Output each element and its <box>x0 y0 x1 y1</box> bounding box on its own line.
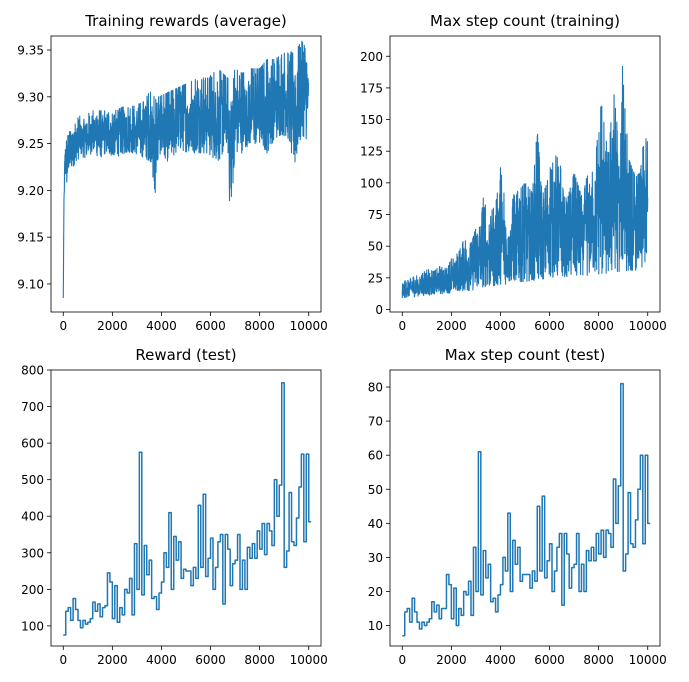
y-tick-label: 40 <box>368 517 383 531</box>
y-tick-label: 9.35 <box>17 44 44 58</box>
x-tick-label: 2000 <box>436 319 467 333</box>
y-tick-label: 75 <box>368 208 383 222</box>
y-tick-label: 9.25 <box>17 137 44 151</box>
y-tick-label: 9.20 <box>17 184 44 198</box>
series-line <box>401 65 649 299</box>
x-tick-label: 10000 <box>290 653 328 667</box>
chart-title: Max step count (training) <box>430 12 620 30</box>
y-tick-label: 9.30 <box>17 90 44 104</box>
y-tick-label: 200 <box>360 50 383 64</box>
x-tick-label: 0 <box>398 653 406 667</box>
axes-frame <box>50 369 322 647</box>
chart-title: Training rewards (average) <box>84 12 287 30</box>
x-tick-label: 10000 <box>629 319 667 333</box>
chart-title: Max step count (test) <box>445 346 606 364</box>
y-tick-label: 70 <box>368 415 383 429</box>
y-tick-label: 100 <box>360 176 383 190</box>
x-tick-label: 6000 <box>195 319 226 333</box>
x-tick-label: 2000 <box>436 653 467 667</box>
x-tick-label: 8000 <box>244 319 275 333</box>
series-line <box>62 40 310 298</box>
y-tick-label: 80 <box>368 381 383 395</box>
y-tick-label: 400 <box>21 510 44 524</box>
axes-frame <box>389 35 661 313</box>
chart-max-step-test: Max step count (test) 0 2000 4000 6000 8000 10… <box>368 346 667 667</box>
y-tick-label: 25 <box>368 271 383 285</box>
y-tick-label: 30 <box>368 551 383 565</box>
y-tick-label: 50 <box>368 240 383 254</box>
x-tick-label: 0 <box>59 653 67 667</box>
x-tick-label: 0 <box>59 319 67 333</box>
y-tick-label: 500 <box>21 473 44 487</box>
y-tick-label: 150 <box>360 113 383 127</box>
y-tick-label: 9.15 <box>17 231 44 245</box>
x-tick-label: 2000 <box>97 319 128 333</box>
x-tick-label: 6000 <box>534 653 565 667</box>
chart-reward-test: Reward (test) 0 2000 4000 6000 8000 10000 100 20… <box>21 346 328 667</box>
chart-max-step-training: Max step count (training)0 2000 4000 6000 80… <box>360 12 667 333</box>
x-tick-label: 0 <box>398 319 406 333</box>
y-tick-label: 60 <box>368 449 383 463</box>
x-tick-label: 10000 <box>629 653 667 667</box>
x-tick-label: 4000 <box>146 319 177 333</box>
x-tick-label: 8000 <box>583 653 614 667</box>
chart-training-rewards: Training rewards (average) 0 2000 4000 6000 8… <box>17 12 328 333</box>
y-tick-label: 600 <box>21 437 44 451</box>
axes-frame <box>50 35 322 313</box>
y-tick-label: 10 <box>368 619 383 633</box>
y-tick-label: 800 <box>21 364 44 378</box>
y-tick-label: 125 <box>360 145 383 159</box>
x-tick-label: 4000 <box>485 653 516 667</box>
axes-frame <box>389 369 661 647</box>
x-tick-label: 6000 <box>195 653 226 667</box>
chart-title: Reward (test) <box>135 346 236 364</box>
x-tick-label: 8000 <box>244 653 275 667</box>
series-line <box>63 382 312 636</box>
y-tick-label: 20 <box>368 585 383 599</box>
x-tick-label: 8000 <box>583 319 614 333</box>
y-tick-label: 50 <box>368 483 383 497</box>
x-tick-label: 10000 <box>290 319 328 333</box>
y-tick-label: 9.10 <box>17 277 44 291</box>
x-tick-label: 6000 <box>534 319 565 333</box>
y-tick-label: 0 <box>375 303 383 317</box>
y-tick-label: 300 <box>21 546 44 560</box>
y-tick-label: 100 <box>21 619 44 633</box>
x-tick-label: 2000 <box>97 653 128 667</box>
series-line <box>402 382 651 637</box>
y-tick-label: 700 <box>21 400 44 414</box>
x-tick-label: 4000 <box>146 653 177 667</box>
y-tick-label: 200 <box>21 583 44 597</box>
y-tick-label: 175 <box>360 81 383 95</box>
x-tick-label: 4000 <box>485 319 516 333</box>
